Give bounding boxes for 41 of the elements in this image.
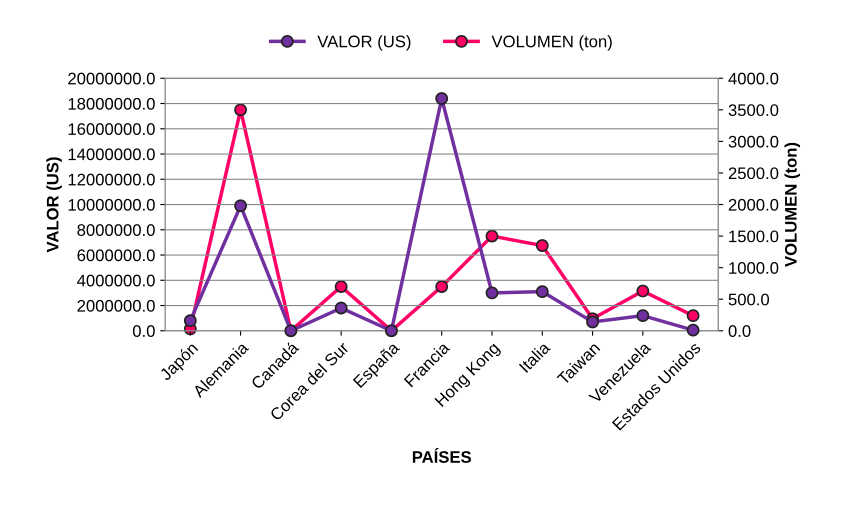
- y2-tick-label: 3000.0: [728, 136, 778, 148]
- y2-tick-label: 2000.0: [728, 198, 778, 211]
- y-tick-label: 6000000.0: [78, 249, 155, 262]
- point: [334, 302, 348, 314]
- y2-tick-label: 500.0: [728, 294, 770, 306]
- legend-label: VOLUMEN (ton): [492, 35, 612, 51]
- point: [486, 230, 498, 242]
- point: [435, 280, 448, 293]
- point: [636, 284, 650, 298]
- y-tick-label: 0.0: [132, 325, 155, 337]
- y2-tick-label: 1000.0: [729, 262, 778, 274]
- point: [486, 286, 498, 300]
- legend-label: VALOR (US): [317, 35, 410, 51]
- y-axis-title: VALOR (US): [46, 157, 62, 252]
- point: [536, 239, 549, 252]
- y-tick-label: 16000000.0: [68, 123, 155, 135]
- y2-tick-label: 3500.0: [728, 104, 778, 116]
- y2-tick-label: 1500.0: [729, 230, 778, 242]
- point: [334, 280, 348, 293]
- y-tick-label: 18000000.0: [68, 98, 155, 110]
- point: [234, 103, 247, 116]
- y-tick-label: 20000000.0: [68, 72, 155, 84]
- point: [536, 285, 549, 298]
- y2-tick-label: 2500.0: [728, 167, 778, 180]
- point: [686, 309, 700, 322]
- y2-tick-label: 0.0: [728, 325, 750, 337]
- point: [184, 314, 197, 328]
- y-tick-label: 4000000.0: [77, 274, 155, 286]
- y-tick-label: 12000000.0: [68, 174, 155, 186]
- y-tick-label: 8000000.0: [77, 224, 155, 236]
- point: [636, 309, 650, 322]
- point: [686, 324, 700, 337]
- y-tick-label: 10000000.0: [68, 198, 155, 211]
- y2-tick-label: 4000.0: [728, 72, 778, 84]
- point: [435, 92, 448, 105]
- y-tick-label: 14000000.0: [68, 148, 155, 160]
- x-axis-title: PAÍSES: [412, 448, 472, 463]
- point: [586, 316, 599, 328]
- y2-axis-title: VOLUMEN (ton): [784, 142, 800, 267]
- y-tick-label: 2000000.0: [78, 300, 155, 312]
- point: [234, 199, 247, 212]
